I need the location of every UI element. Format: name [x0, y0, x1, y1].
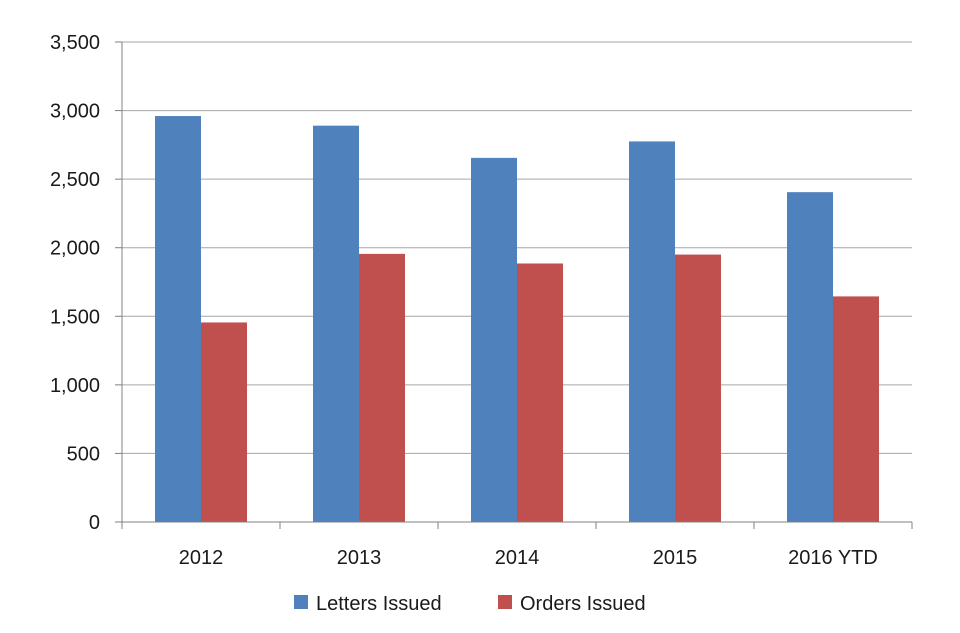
legend-label: Letters Issued	[316, 593, 442, 615]
bar-letters-issued	[471, 157, 517, 522]
bar-orders-issued	[201, 322, 247, 522]
x-tick-label: 2015	[653, 547, 698, 569]
legend: Letters Issued Orders Issued	[294, 593, 646, 615]
y-tick-label: 500	[67, 443, 100, 465]
bar-letters-issued	[629, 141, 675, 522]
bar-orders-issued	[675, 254, 721, 523]
legend-swatch-orders-issued	[498, 595, 512, 609]
bar-letters-issued	[155, 116, 201, 523]
x-tick-label: 2013	[337, 547, 382, 569]
x-tick-label: 2014	[495, 547, 540, 569]
y-tick-label: 1,500	[50, 306, 100, 328]
y-tick-label: 3,000	[50, 101, 100, 123]
axes: 0 500 1,000 1,500 2,000 2,500 3,000 3,500 2012 20…	[50, 32, 913, 569]
y-tick-label: 0	[89, 512, 100, 534]
y-tick-label: 3,500	[50, 32, 100, 54]
bar-letters-issued	[313, 125, 359, 523]
legend-label: Orders Issued	[520, 593, 646, 615]
bar-orders-issued	[517, 263, 563, 522]
bar-orders-issued	[359, 253, 405, 522]
y-tick-label: 2,000	[50, 238, 100, 260]
y-tick-label: 2,500	[50, 169, 100, 191]
bars	[155, 116, 879, 523]
x-tick-label: 2012	[179, 547, 224, 569]
x-tick-label: 2016 YTD	[788, 547, 878, 569]
bar-orders-issued	[833, 296, 879, 522]
bar-letters-issued	[787, 192, 833, 522]
y-tick-label: 1,000	[50, 375, 100, 397]
legend-swatch-letters-issued	[294, 595, 308, 609]
